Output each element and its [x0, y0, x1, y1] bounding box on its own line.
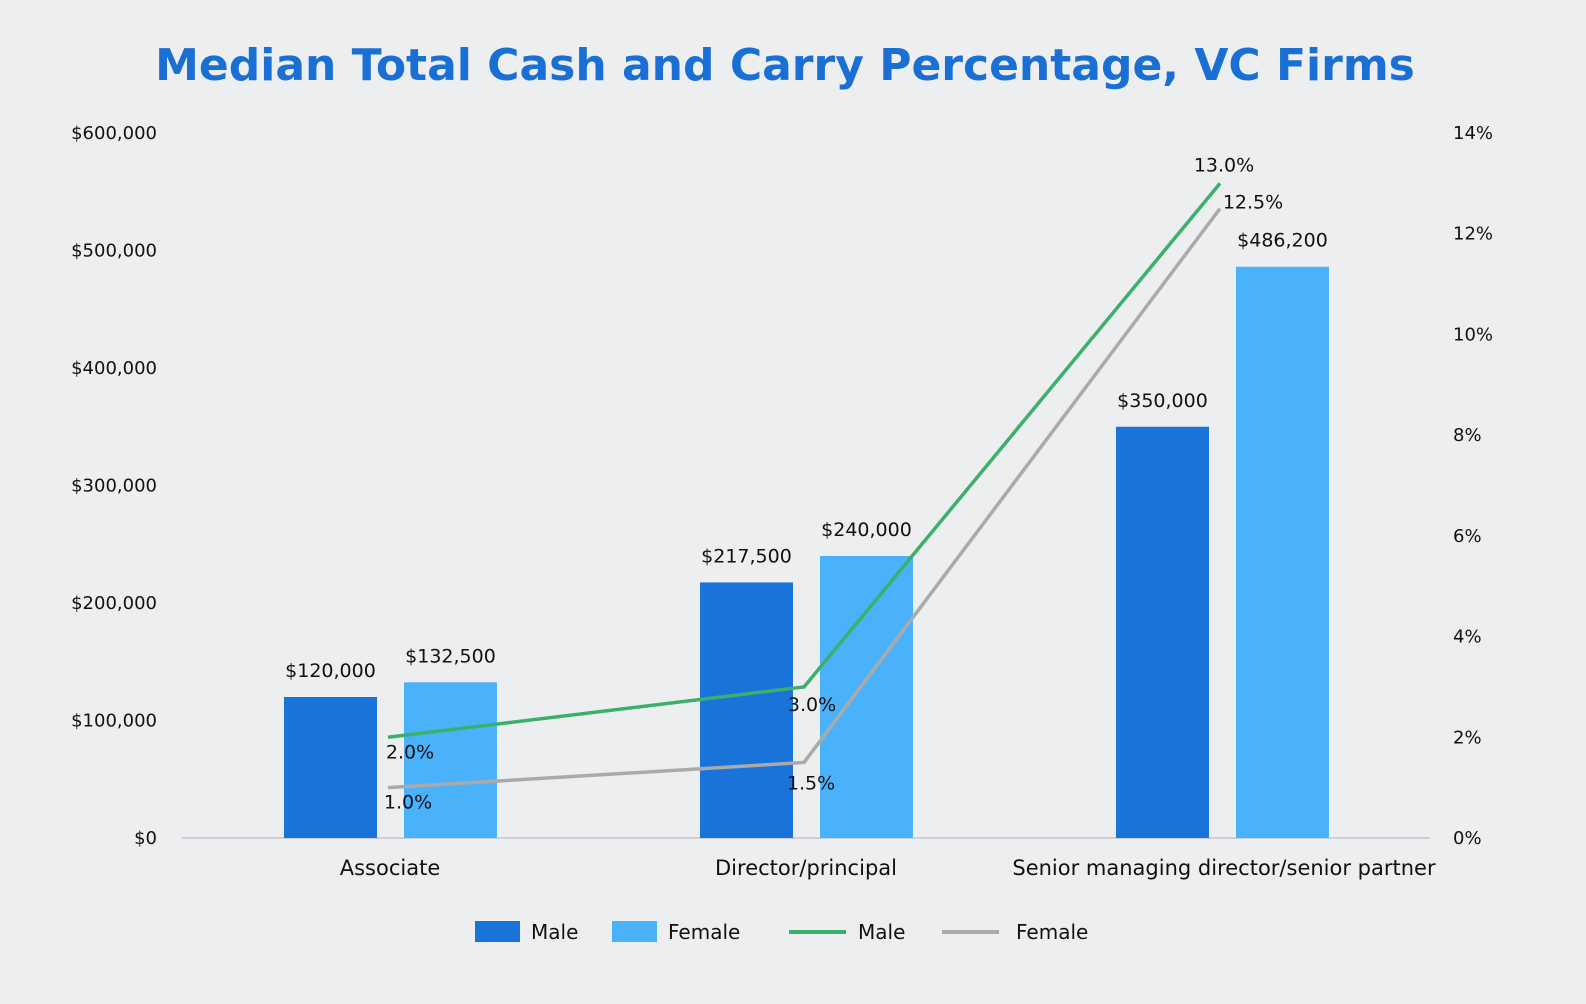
right-tick-label: 6% — [1453, 526, 1482, 547]
right-tick-label: 4% — [1453, 627, 1482, 648]
bar-value-label: $217,500 — [701, 545, 792, 567]
left-tick-label: $0 — [134, 828, 157, 849]
left-tick-label: $600,000 — [71, 123, 157, 144]
legend: Male Female Male Female — [475, 920, 1088, 944]
bar-value-label: $132,500 — [405, 645, 496, 667]
line-value-label: 1.0% — [384, 792, 432, 814]
line-value-label: 1.5% — [787, 772, 835, 794]
lines: 2.0% 3.0% 13.0% 1.0% 1.5% 12.5% — [384, 154, 1283, 813]
category-label: Senior managing director/senior partner — [1012, 856, 1436, 880]
bar-female — [404, 682, 497, 838]
right-tick-label: 0% — [1453, 828, 1482, 849]
right-tick-label: 10% — [1453, 324, 1493, 345]
bar-value-label: $486,200 — [1237, 230, 1328, 252]
bar-value-label: $120,000 — [285, 660, 376, 682]
bar-value-label: $350,000 — [1117, 390, 1208, 412]
bar-male — [1116, 426, 1209, 838]
bar-female — [1236, 266, 1329, 839]
bar-male — [700, 582, 793, 838]
chart-title: Median Total Cash and Carry Percentage, … — [155, 40, 1415, 91]
legend-label: Female — [1016, 920, 1088, 944]
bar-value-label: $240,000 — [821, 519, 912, 541]
category-label: Director/principal — [715, 856, 897, 880]
left-tick-label: $200,000 — [71, 593, 157, 614]
left-tick-label: $300,000 — [71, 476, 157, 497]
line-male — [387, 182, 1222, 740]
left-tick-label: $500,000 — [71, 241, 157, 262]
bar-male — [284, 697, 377, 838]
bar-female — [820, 556, 913, 838]
line-value-label: 3.0% — [788, 694, 836, 716]
legend-swatch-bar-female — [612, 921, 657, 942]
right-axis: 0% 2% 4% 6% 8% 10% 12% 14% — [1453, 123, 1493, 849]
right-tick-label: 14% — [1453, 123, 1493, 144]
category-label: Associate — [340, 856, 441, 880]
legend-swatch-bar-male — [475, 921, 520, 942]
left-axis: $0 $100,000 $200,000 $300,000 $400,000 $500,0… — [71, 123, 157, 849]
line-female — [387, 207, 1222, 790]
legend-label: Female — [668, 920, 740, 944]
x-axis: Associate Director/principal Senior managi… — [340, 856, 1436, 880]
legend-label: Male — [531, 920, 578, 944]
bars: $120,000 $217,500 $350,000 $132,500 $240,000… — [284, 230, 1329, 839]
left-tick-label: $100,000 — [71, 711, 157, 732]
left-tick-label: $400,000 — [71, 358, 157, 379]
line-value-label: 13.0% — [1194, 154, 1254, 176]
right-tick-label: 8% — [1453, 425, 1482, 446]
right-tick-label: 2% — [1453, 727, 1482, 748]
line-value-label: 2.0% — [386, 741, 434, 763]
right-tick-label: 12% — [1453, 224, 1493, 245]
line-value-label: 12.5% — [1223, 192, 1283, 214]
legend-label: Male — [858, 920, 905, 944]
